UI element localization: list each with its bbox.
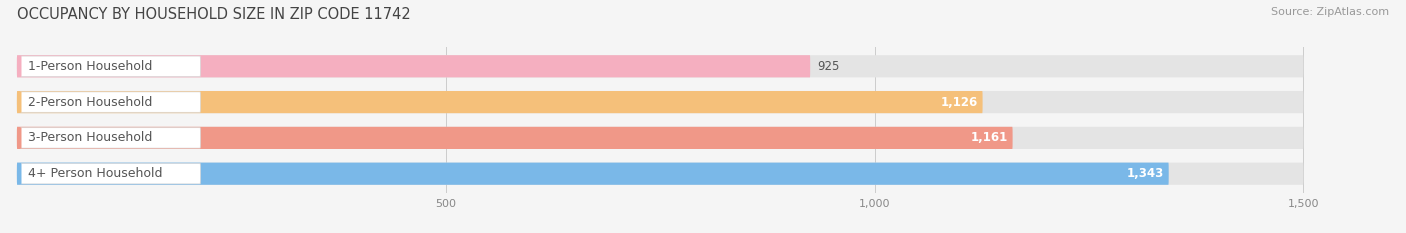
Text: 1,343: 1,343 bbox=[1126, 167, 1164, 180]
Text: 4+ Person Household: 4+ Person Household bbox=[28, 167, 162, 180]
FancyBboxPatch shape bbox=[17, 163, 1303, 185]
Text: 1,126: 1,126 bbox=[941, 96, 977, 109]
FancyBboxPatch shape bbox=[17, 127, 1303, 149]
Text: 1-Person Household: 1-Person Household bbox=[28, 60, 152, 73]
FancyBboxPatch shape bbox=[17, 55, 810, 77]
FancyBboxPatch shape bbox=[20, 128, 201, 148]
Text: OCCUPANCY BY HOUSEHOLD SIZE IN ZIP CODE 11742: OCCUPANCY BY HOUSEHOLD SIZE IN ZIP CODE … bbox=[17, 7, 411, 22]
Text: 3-Person Household: 3-Person Household bbox=[28, 131, 152, 144]
FancyBboxPatch shape bbox=[17, 91, 983, 113]
Text: 2-Person Household: 2-Person Household bbox=[28, 96, 152, 109]
Text: 925: 925 bbox=[817, 60, 839, 73]
FancyBboxPatch shape bbox=[17, 163, 1168, 185]
FancyBboxPatch shape bbox=[17, 127, 1012, 149]
FancyBboxPatch shape bbox=[17, 55, 1303, 77]
Text: Source: ZipAtlas.com: Source: ZipAtlas.com bbox=[1271, 7, 1389, 17]
FancyBboxPatch shape bbox=[17, 91, 1303, 113]
FancyBboxPatch shape bbox=[20, 56, 201, 76]
FancyBboxPatch shape bbox=[20, 92, 201, 112]
Text: 1,161: 1,161 bbox=[970, 131, 1008, 144]
FancyBboxPatch shape bbox=[20, 164, 201, 184]
